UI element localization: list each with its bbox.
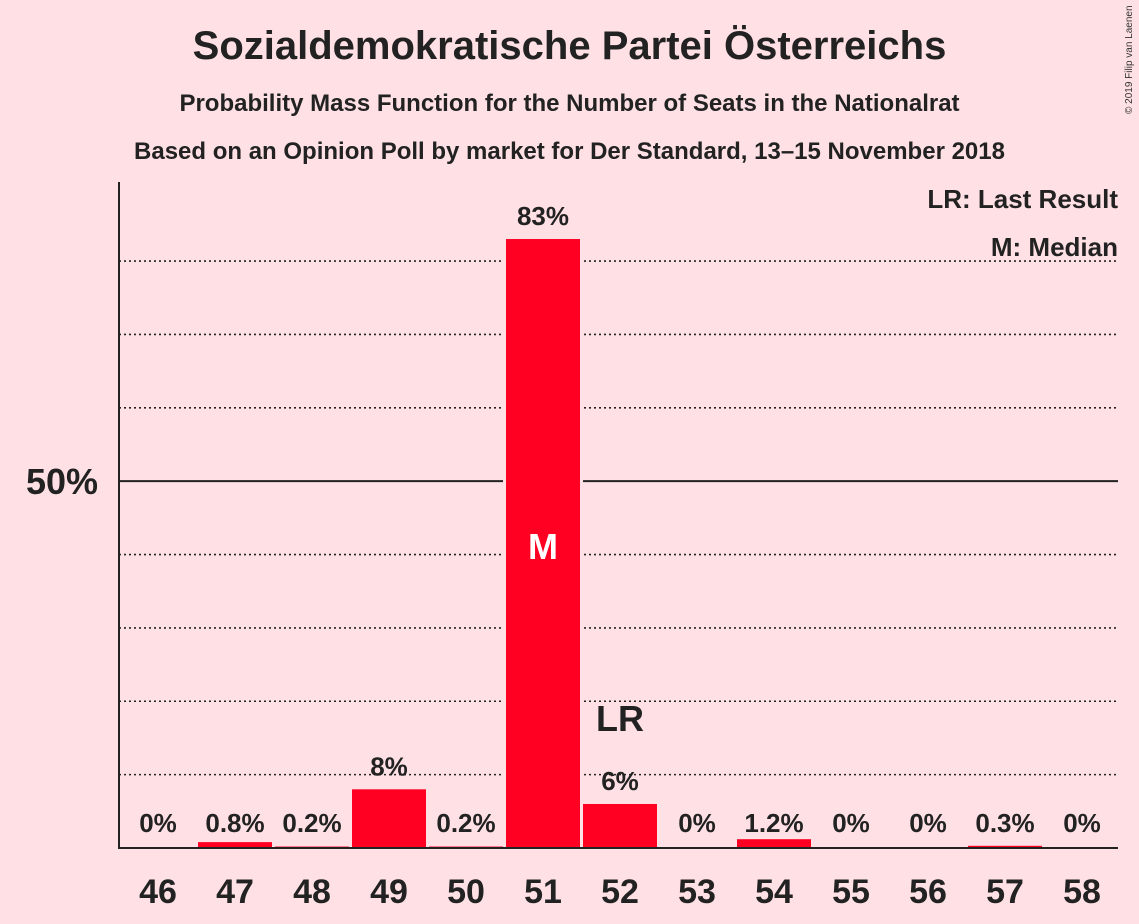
last-result-marker: LR — [596, 698, 644, 739]
value-label: 0.3% — [975, 808, 1034, 838]
value-label: 0% — [1063, 808, 1101, 838]
x-tick-label: 52 — [601, 873, 639, 911]
value-label: 0% — [832, 808, 870, 838]
legend-last-result: LR: Last Result — [927, 184, 1118, 214]
bar-54 — [737, 839, 811, 848]
value-label: 0% — [139, 808, 177, 838]
value-label: 0% — [909, 808, 947, 838]
x-tick-label: 51 — [524, 873, 562, 911]
x-tick-label: 49 — [370, 873, 408, 911]
x-tick-label: 46 — [139, 873, 177, 911]
x-tick-label: 50 — [447, 873, 485, 911]
chart-title: Sozialdemokratische Partei Österreichs — [192, 24, 947, 68]
bar-47 — [198, 842, 272, 848]
legend-median: M: Median — [990, 232, 1118, 262]
value-label: 0.2% — [436, 808, 495, 838]
value-label: 0.8% — [205, 808, 264, 838]
bar-51 — [506, 239, 580, 849]
value-label: 0.2% — [282, 808, 341, 838]
value-label: 1.2% — [744, 808, 803, 838]
value-label: 6% — [601, 766, 639, 796]
value-label: 8% — [370, 751, 408, 781]
x-tick-label: 47 — [216, 873, 254, 911]
chart-subtitle: Probability Mass Function for the Number… — [179, 90, 960, 117]
bar-49 — [352, 789, 426, 848]
axes: 50% 46 47 48 49 50 51 52 53 54 55 56 57 58 — [26, 182, 1118, 911]
x-tick-label: 53 — [678, 873, 716, 911]
gridlines — [119, 260, 1118, 776]
value-label: 0% — [678, 808, 716, 838]
x-tick-label: 56 — [909, 873, 947, 911]
x-tick-label: 57 — [986, 873, 1024, 911]
value-label: 83% — [517, 201, 569, 231]
y-tick-label: 50% — [26, 461, 98, 502]
x-tick-label: 54 — [755, 873, 793, 911]
chart-subtitle-source: Based on an Opinion Poll by market for D… — [134, 138, 1005, 165]
bar-52 — [583, 803, 657, 848]
median-marker: M — [528, 526, 558, 567]
x-tick-label: 58 — [1063, 873, 1101, 911]
x-tick-label: 48 — [293, 873, 331, 911]
bar-57 — [968, 845, 1042, 848]
x-tick-label: 55 — [832, 873, 870, 911]
bars — [195, 239, 1045, 849]
labels: 0% 0.8% 0.2% 8% 0.2% 83% 6% 0% 1.2% 0% 0% 0.3% 0% M LR — [139, 201, 1101, 838]
